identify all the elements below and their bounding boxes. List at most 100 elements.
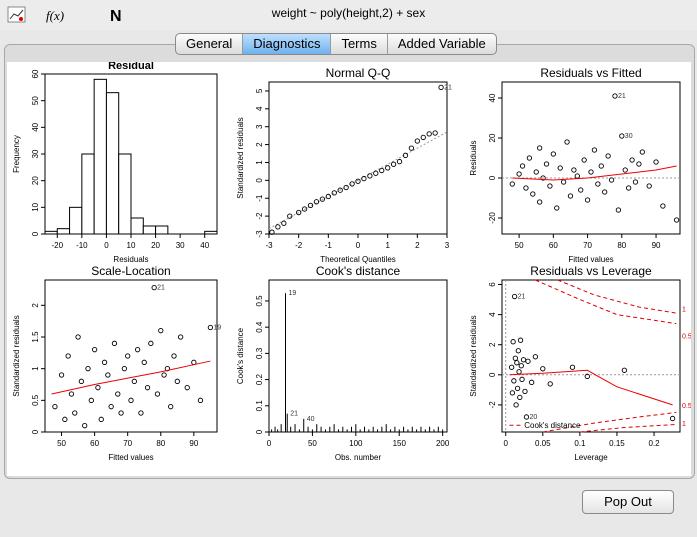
data-point <box>197 397 204 403</box>
data-point <box>519 376 525 382</box>
bottom-bar <box>0 480 697 537</box>
histogram-bar <box>204 230 218 235</box>
y-tick-label: 2 <box>255 142 264 147</box>
data-point <box>660 203 666 209</box>
point-annotation: 19 <box>288 290 296 297</box>
tab-added-variable[interactable]: Added Variable <box>397 36 486 51</box>
data-point <box>125 353 131 359</box>
data-point <box>532 354 539 360</box>
data-point <box>105 372 111 378</box>
x-axis-label: Obs. number <box>335 453 382 462</box>
data-point <box>513 402 519 408</box>
data-point <box>514 385 521 392</box>
x-tick-label: 200 <box>436 439 450 448</box>
plot-icon[interactable] <box>6 5 28 25</box>
data-point <box>591 147 598 153</box>
x-axis-label: Leverage <box>574 453 608 462</box>
function-icon[interactable]: f(x) <box>44 5 70 25</box>
tab-general[interactable]: General <box>176 34 244 54</box>
data-point <box>567 193 574 199</box>
data-point <box>598 163 604 169</box>
data-point <box>141 359 147 365</box>
data-point <box>515 348 521 354</box>
data-point <box>509 181 515 187</box>
data-point <box>612 93 618 99</box>
data-point <box>537 145 543 151</box>
cooks-contour <box>557 279 677 314</box>
y-tick-label: 6 <box>488 282 497 287</box>
tab-diagnostics[interactable]: Diagnostics <box>243 34 332 54</box>
data-point <box>550 151 556 157</box>
histogram-bar <box>105 92 120 235</box>
chart-5: Residuals vs Leverage Leverage Standardize… <box>469 264 692 462</box>
x-tick-label: 150 <box>393 439 407 448</box>
data-point <box>91 347 98 353</box>
point-annotation: 21 <box>618 93 626 100</box>
point-annotation: 21 <box>444 84 452 91</box>
x-tick-label: 80 <box>156 439 165 448</box>
data-point <box>518 363 524 369</box>
histogram-bar <box>44 230 58 235</box>
data-point <box>385 165 391 171</box>
x-axis-label: Theoretical Quantiles <box>320 255 396 264</box>
x-tick-label: 0.15 <box>609 439 625 448</box>
data-point <box>287 213 293 219</box>
x-tick-label: 100 <box>349 439 363 448</box>
x-tick-label: 90 <box>189 439 198 448</box>
data-point <box>517 337 524 343</box>
point-annotation: 21 <box>290 411 298 418</box>
data-point <box>373 170 379 176</box>
y-axis-label: Residuals <box>469 140 478 175</box>
y-tick-label: 0 <box>31 231 40 236</box>
data-point <box>184 385 190 391</box>
data-point <box>595 181 601 187</box>
x-tick-label: 30 <box>176 241 185 250</box>
n-icon-label: N <box>110 8 122 25</box>
x-tick-label: -2 <box>295 241 303 250</box>
chart-0: Residual Residuals Frequency -20 -10 0 10 20 30 4… <box>12 60 218 264</box>
data-point <box>578 187 584 193</box>
data-point <box>144 385 151 391</box>
x-tick-label: 40 <box>200 241 209 250</box>
data-point <box>390 161 397 167</box>
data-point <box>636 161 642 167</box>
data-point <box>82 423 88 429</box>
y-tick-label: 2 <box>31 303 40 308</box>
x-tick-label: 80 <box>617 241 626 250</box>
data-point <box>95 385 101 391</box>
data-point <box>325 193 331 200</box>
data-point <box>355 178 361 184</box>
data-point <box>349 181 355 187</box>
x-tick-label: 0 <box>503 439 508 448</box>
plot-frame <box>501 81 681 235</box>
y-tick-label: 0 <box>255 178 264 183</box>
x-tick-label: 50 <box>515 241 524 250</box>
y-tick-label: 1 <box>31 366 40 371</box>
y-tick-label: -2 <box>488 401 497 409</box>
y-axis-label: Standardized residuals <box>12 315 21 396</box>
data-point <box>138 410 144 416</box>
pop-out-button[interactable]: Pop Out <box>582 490 674 514</box>
n-icon[interactable]: N <box>108 5 134 25</box>
x-tick-label: 10 <box>127 241 136 250</box>
data-point <box>615 207 622 213</box>
y-tick-label: -20 <box>488 212 497 224</box>
y-tick-label: 0.1 <box>255 400 264 412</box>
tab-terms[interactable]: Terms <box>331 34 388 54</box>
x-tick-label: 0.1 <box>574 439 586 448</box>
data-point <box>547 381 553 387</box>
y-tick-label: 0.3 <box>255 347 264 359</box>
y-tick-label: -3 <box>255 230 264 238</box>
data-point <box>653 159 659 165</box>
data-point <box>632 179 639 185</box>
data-point <box>639 149 645 155</box>
function-icon-label: f(x) <box>46 8 64 23</box>
data-point <box>608 177 615 183</box>
x-tick-label: 70 <box>583 241 592 250</box>
y-axis-label: Frequency <box>12 135 21 173</box>
x-tick-label: 1 <box>385 241 390 250</box>
data-point <box>519 163 526 169</box>
data-point <box>525 358 531 364</box>
data-point <box>68 391 75 397</box>
